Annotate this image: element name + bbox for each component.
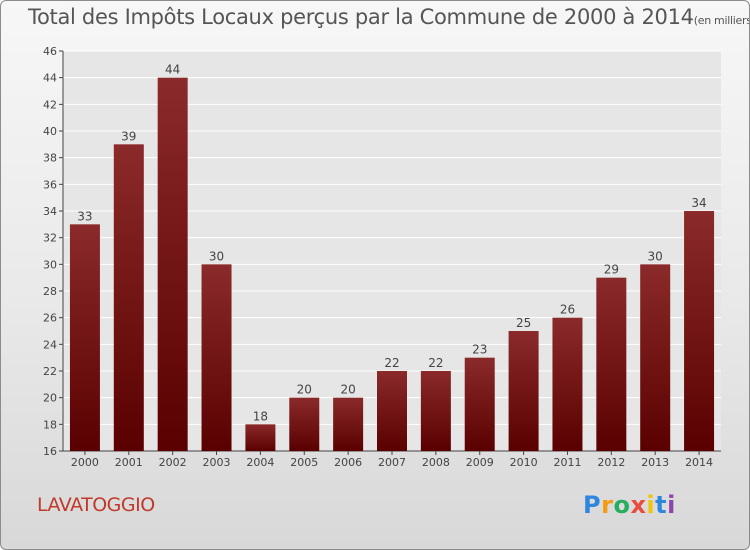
y-tick-label: 28 [43, 285, 57, 298]
x-tick-label: 2013 [641, 456, 669, 469]
bar-value-label: 22 [384, 356, 399, 370]
bar-value-label: 23 [472, 343, 487, 357]
logo-letter: i [667, 491, 676, 519]
bar [684, 211, 715, 451]
y-tick-label: 36 [43, 178, 57, 191]
bar-value-label: 33 [77, 209, 92, 223]
bar-value-label: 30 [648, 249, 663, 263]
logo-letter: t [655, 491, 668, 519]
y-tick-label: 26 [43, 312, 57, 325]
y-tick-label: 32 [43, 232, 57, 245]
bar [245, 424, 276, 451]
bar [420, 371, 451, 451]
bar-value-label: 26 [560, 303, 575, 317]
logo-letter: x [630, 491, 647, 519]
x-tick-label: 2002 [159, 456, 187, 469]
x-tick-label: 2003 [203, 456, 231, 469]
x-tick-label: 2009 [466, 456, 494, 469]
bar [640, 264, 671, 451]
bar [377, 371, 407, 451]
x-tick-label: 2012 [597, 456, 625, 469]
y-tick-label: 42 [43, 98, 57, 111]
y-tick-label: 34 [43, 205, 57, 218]
y-tick-label: 22 [43, 365, 57, 378]
bar [69, 224, 100, 451]
bar [333, 397, 364, 451]
chart-title-unit: (en milliers d'€) [693, 14, 750, 27]
x-tick-label: 2001 [115, 456, 143, 469]
chart-title-text: Total des Impôts Locaux perçus par la Co… [28, 5, 694, 29]
bar-value-label: 39 [121, 129, 136, 143]
commune-name: LAVATOGGIO [37, 494, 155, 516]
x-tick-label: 2007 [378, 456, 406, 469]
bar-value-label: 44 [165, 63, 180, 77]
bar [596, 277, 627, 451]
y-tick-label: 46 [43, 45, 57, 58]
y-tick-label: 24 [43, 338, 57, 351]
bar-value-label: 34 [691, 196, 706, 210]
x-tick-label: 2005 [290, 456, 318, 469]
x-tick-label: 2000 [71, 456, 99, 469]
bar-value-label: 20 [297, 383, 312, 397]
x-tick-label: 2014 [685, 456, 713, 469]
bar [201, 264, 232, 451]
y-tick-label: 40 [43, 125, 57, 138]
bar [552, 317, 583, 451]
y-tick-label: 16 [43, 445, 57, 458]
chart-title: Total des Impôts Locaux perçus par la Co… [28, 5, 750, 29]
bar [157, 77, 188, 452]
bar-value-label: 18 [253, 409, 268, 423]
logo-letter: r [601, 491, 614, 519]
y-tick-label: 20 [43, 392, 57, 405]
y-tick-label: 44 [43, 72, 57, 85]
logo-letter: o [613, 491, 631, 519]
bar-value-label: 20 [340, 383, 355, 397]
bar-value-label: 29 [604, 263, 619, 277]
x-tick-label: 2006 [334, 456, 362, 469]
y-tick-label: 18 [43, 418, 57, 431]
logo-letter: i [646, 491, 656, 519]
bar [289, 397, 320, 451]
y-tick-label: 30 [43, 258, 57, 271]
logo-letter: P [583, 491, 602, 519]
bar-value-label: 22 [428, 356, 443, 370]
x-tick-label: 2008 [422, 456, 450, 469]
proxiti-logo: Proxiti [583, 491, 676, 519]
x-tick-label: 2010 [510, 456, 538, 469]
x-tick-label: 2011 [553, 456, 581, 469]
bar [508, 331, 539, 451]
x-tick-label: 2004 [246, 456, 274, 469]
bar [464, 357, 495, 451]
y-tick-label: 38 [43, 152, 57, 165]
bar-value-label: 25 [516, 316, 531, 330]
bar [113, 144, 144, 452]
bar-value-label: 30 [209, 249, 224, 263]
